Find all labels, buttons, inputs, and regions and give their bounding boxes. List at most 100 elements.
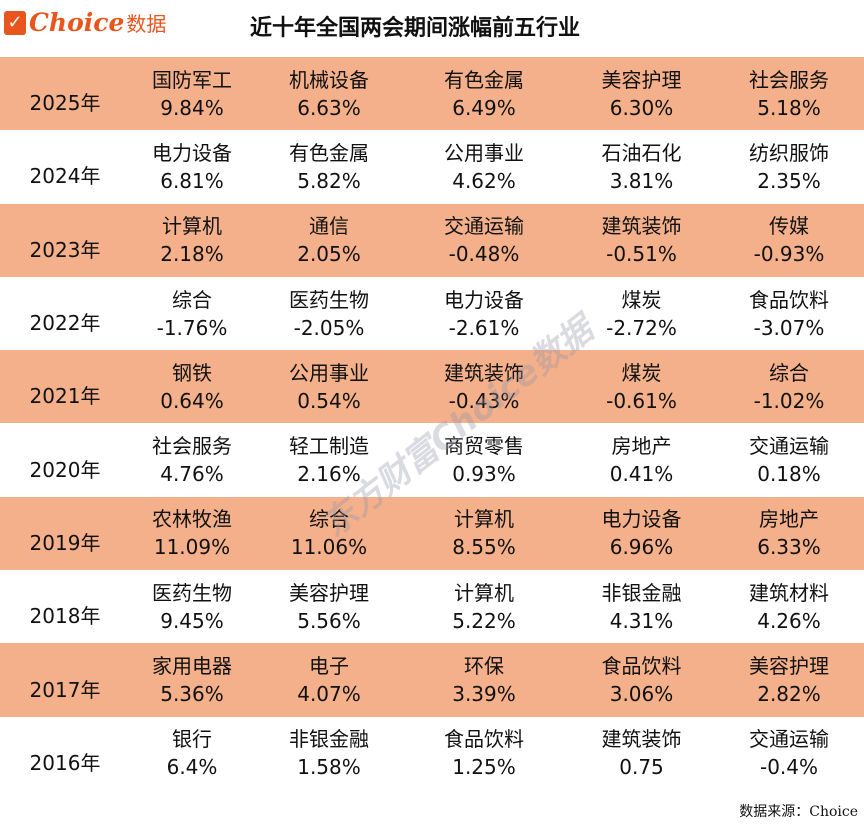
year-cell: 2021年 bbox=[29, 384, 101, 409]
industry-change: 5.22% bbox=[452, 608, 516, 633]
industry-change: 1.58% bbox=[297, 755, 361, 780]
industry-change: 3.39% bbox=[452, 682, 516, 707]
industry-cell: 综合 -1.02% bbox=[719, 359, 859, 415]
industry-change: -2.61% bbox=[448, 315, 520, 340]
industry-cell: 煤炭 -2.72% bbox=[564, 286, 719, 342]
industry-name: 综合 bbox=[309, 507, 349, 532]
logo-suffix: 数据 bbox=[126, 12, 167, 36]
choice-logo: ✓ Choice 数据 bbox=[4, 8, 166, 37]
industry-change: -1.76% bbox=[156, 315, 228, 340]
industry-name: 医药生物 bbox=[289, 287, 369, 312]
industry-cell: 电子 4.07% bbox=[254, 652, 404, 708]
industry-change: 0.93% bbox=[452, 462, 516, 487]
industry-name: 商贸零售 bbox=[444, 434, 524, 459]
industry-change: 6.96% bbox=[609, 535, 674, 560]
industry-name: 传媒 bbox=[769, 214, 809, 239]
year-cell: 2018年 bbox=[29, 604, 101, 629]
industry-name: 计算机 bbox=[454, 507, 514, 532]
industry-name: 机械设备 bbox=[289, 67, 369, 92]
industry-change: 11.09% bbox=[153, 535, 231, 560]
industry-cell: 房地产 6.33% bbox=[719, 505, 859, 561]
industry-name: 食品饮料 bbox=[601, 654, 682, 679]
industry-table: 2025年 国防军工 9.84% 机械设备 6.63% 有色金属 6.49% 美容护理 6.30… bbox=[0, 57, 864, 790]
industry-cell: 国防军工 9.84% bbox=[130, 66, 254, 122]
industry-cell: 纺织服饰 2.35% bbox=[719, 139, 859, 195]
industry-cell: 通信 2.05% bbox=[254, 212, 404, 268]
industry-name: 房地产 bbox=[759, 507, 819, 532]
industry-change: 3.06% bbox=[609, 682, 674, 707]
industry-change: 8.55% bbox=[452, 535, 516, 560]
industry-change: 6.33% bbox=[757, 535, 821, 560]
industry-change: 6.63% bbox=[297, 95, 361, 120]
industry-cell: 有色金属 5.82% bbox=[254, 139, 404, 195]
industry-change: 2.05% bbox=[297, 242, 361, 267]
industry-name: 国防军工 bbox=[152, 67, 232, 92]
table-row: 2024年 电力设备 6.81% 有色金属 5.82% 公用事业 4.62% 石油石化 3.81… bbox=[0, 130, 864, 203]
industry-cell: 电力设备 -2.61% bbox=[404, 286, 564, 342]
industry-name: 建筑装饰 bbox=[444, 360, 524, 385]
industry-cell: 传媒 -0.93% bbox=[719, 212, 859, 268]
industry-change: 2.18% bbox=[160, 242, 224, 267]
industry-change: 0.75 bbox=[619, 755, 664, 780]
industry-name: 食品饮料 bbox=[749, 287, 829, 312]
industry-change: 0.41% bbox=[609, 462, 674, 487]
industry-cell: 商贸零售 0.93% bbox=[404, 432, 564, 488]
industry-name: 美容护理 bbox=[601, 67, 682, 92]
industry-change: -0.48% bbox=[448, 242, 520, 267]
industry-name: 交通运输 bbox=[444, 214, 524, 239]
checkmark-icon: ✓ bbox=[4, 10, 26, 35]
industry-change: -0.4% bbox=[759, 755, 819, 780]
industry-cell: 计算机 5.22% bbox=[404, 579, 564, 635]
industry-change: 5.56% bbox=[297, 608, 361, 633]
industry-name: 医药生物 bbox=[152, 580, 232, 605]
year-cell: 2020年 bbox=[29, 457, 101, 482]
industry-name: 美容护理 bbox=[749, 654, 829, 679]
industry-name: 美容护理 bbox=[289, 580, 369, 605]
industry-cell: 建筑装饰 -0.43% bbox=[404, 359, 564, 415]
industry-cell: 电力设备 6.81% bbox=[130, 139, 254, 195]
industry-change: 4.26% bbox=[757, 608, 821, 633]
industry-cell: 交通运输 -0.4% bbox=[719, 725, 859, 781]
year-cell: 2023年 bbox=[29, 237, 101, 262]
industry-cell: 食品饮料 1.25% bbox=[404, 725, 564, 781]
industry-name: 社会服务 bbox=[152, 434, 232, 459]
industry-cell: 建筑装饰 -0.51% bbox=[564, 212, 719, 268]
industry-cell: 银行 6.4% bbox=[130, 725, 254, 781]
industry-cell: 社会服务 4.76% bbox=[130, 432, 254, 488]
industry-cell: 煤炭 -0.61% bbox=[564, 359, 719, 415]
industry-cell: 计算机 8.55% bbox=[404, 505, 564, 561]
industry-name: 电力设备 bbox=[444, 287, 524, 312]
industry-change: -0.43% bbox=[448, 388, 520, 413]
industry-change: 6.49% bbox=[452, 95, 516, 120]
table-row: 2018年 医药生物 9.45% 美容护理 5.56% 计算机 5.22% 非银金融 4.31%… bbox=[0, 570, 864, 643]
industry-change: 5.36% bbox=[160, 682, 224, 707]
table-row: 2023年 计算机 2.18% 通信 2.05% 交通运输 -0.48% 建筑装饰 -0.51%… bbox=[0, 203, 864, 277]
industry-change: 2.35% bbox=[757, 168, 821, 193]
year-cell: 2016年 bbox=[29, 750, 101, 775]
industry-change: -1.02% bbox=[753, 388, 825, 413]
industry-cell: 农林牧渔 11.09% bbox=[130, 505, 254, 561]
industry-cell: 非银金融 4.31% bbox=[564, 579, 719, 635]
industry-change: -3.07% bbox=[753, 315, 825, 340]
industry-name: 石油石化 bbox=[601, 140, 682, 165]
industry-cell: 综合 -1.76% bbox=[130, 286, 254, 342]
year-cell: 2019年 bbox=[29, 530, 101, 555]
industry-name: 计算机 bbox=[454, 580, 514, 605]
industry-name: 交通运输 bbox=[749, 727, 829, 752]
source-note: 数据来源：Choice bbox=[739, 804, 858, 820]
industry-name: 综合 bbox=[769, 360, 809, 385]
industry-name: 电子 bbox=[309, 654, 349, 679]
industry-cell: 电力设备 6.96% bbox=[564, 505, 719, 561]
industry-cell: 钢铁 0.64% bbox=[130, 359, 254, 415]
table-row: 2021年 钢铁 0.64% 公用事业 0.54% 建筑装饰 -0.43% 煤炭 -0.61% 综… bbox=[0, 350, 864, 424]
industry-change: 6.30% bbox=[609, 95, 674, 120]
industry-change: 6.81% bbox=[160, 168, 224, 193]
table-row: 2017年 家用电器 5.36% 电子 4.07% 环保 3.39% 食品饮料 3.06% 美容护… bbox=[0, 643, 864, 717]
industry-name: 非银金融 bbox=[601, 580, 682, 605]
table-row: 2019年 农林牧渔 11.09% 综合 11.06% 计算机 8.55% 电力设备 6.96%… bbox=[0, 496, 864, 571]
industry-cell: 社会服务 5.18% bbox=[719, 66, 859, 122]
industry-change: 11.06% bbox=[290, 535, 368, 560]
industry-name: 建筑装饰 bbox=[601, 727, 682, 752]
industry-change: -2.05% bbox=[293, 315, 365, 340]
industry-cell: 建筑装饰 0.75 bbox=[564, 725, 719, 781]
